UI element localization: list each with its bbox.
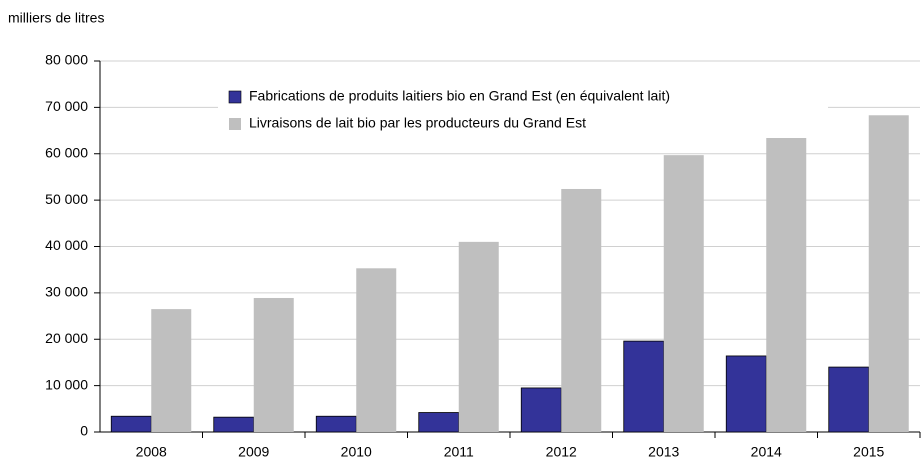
legend-swatch	[229, 118, 241, 130]
x-tick-label: 2011	[444, 444, 474, 459]
bar	[418, 412, 460, 433]
x-tick-label: 2010	[341, 444, 372, 459]
x-tick-label: 2013	[648, 444, 679, 459]
x-tick-label: 2009	[238, 444, 269, 459]
bar	[766, 137, 807, 432]
legend-label: Fabrications de produits laitiers bio en…	[249, 88, 670, 104]
y-axis-label: milliers de litres	[8, 10, 104, 26]
bar	[356, 268, 397, 432]
bar	[110, 415, 152, 433]
y-tick-label: 30 000	[45, 284, 88, 300]
x-tick-label: 2014	[751, 444, 782, 459]
bar	[725, 355, 767, 433]
x-tick-label: 2012	[546, 444, 577, 459]
y-tick-label: 40 000	[45, 237, 88, 253]
legend-label: Livraisons de lait bio par les producteu…	[249, 115, 586, 131]
bar	[315, 415, 357, 433]
y-tick-label: 0	[80, 423, 88, 439]
y-tick-label: 80 000	[45, 52, 88, 68]
bar	[623, 340, 665, 433]
bar	[520, 387, 562, 433]
bar	[868, 115, 909, 432]
bar	[561, 188, 602, 432]
bar	[458, 241, 499, 432]
bar	[663, 155, 704, 433]
bar	[828, 366, 870, 433]
y-tick-label: 20 000	[45, 330, 88, 346]
y-tick-label: 10 000	[45, 376, 88, 392]
legend-swatch	[228, 90, 242, 104]
bar	[253, 297, 294, 432]
legend-box	[218, 83, 828, 138]
bar	[151, 309, 192, 432]
bar	[213, 416, 255, 433]
y-tick-label: 70 000	[45, 98, 88, 114]
y-tick-label: 50 000	[45, 191, 88, 207]
y-tick-label: 60 000	[45, 144, 88, 160]
x-tick-label: 2015	[853, 444, 884, 459]
x-tick-label: 2008	[136, 444, 167, 459]
